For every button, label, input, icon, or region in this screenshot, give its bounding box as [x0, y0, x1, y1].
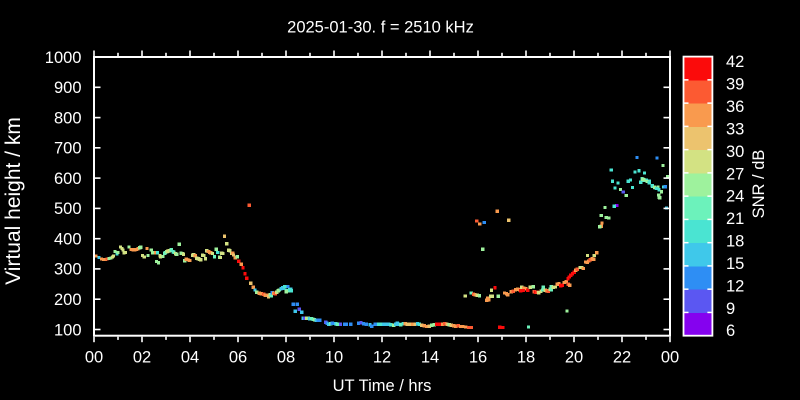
svg-text:800: 800 [54, 109, 82, 127]
svg-text:900: 900 [54, 79, 82, 97]
svg-text:12: 12 [726, 277, 744, 295]
svg-text:06: 06 [229, 349, 247, 367]
svg-text:27: 27 [726, 165, 744, 183]
svg-text:500: 500 [54, 200, 82, 218]
svg-text:24: 24 [726, 188, 744, 206]
svg-text:300: 300 [54, 261, 82, 279]
svg-text:08: 08 [277, 349, 295, 367]
svg-text:14: 14 [421, 349, 439, 367]
svg-text:18: 18 [726, 233, 744, 251]
svg-text:42: 42 [726, 53, 744, 71]
svg-text:04: 04 [181, 349, 199, 367]
svg-text:02: 02 [133, 349, 151, 367]
svg-text:400: 400 [54, 231, 82, 249]
svg-text:UT Time / hrs: UT Time / hrs [333, 377, 432, 395]
svg-text:600: 600 [54, 170, 82, 188]
svg-text:9: 9 [726, 300, 735, 318]
svg-text:100: 100 [54, 321, 82, 339]
svg-text:15: 15 [726, 255, 744, 273]
svg-text:Virtual height / km: Virtual height / km [2, 117, 25, 285]
svg-text:00: 00 [661, 349, 679, 367]
svg-text:20: 20 [565, 349, 583, 367]
svg-text:1000: 1000 [45, 49, 82, 67]
svg-text:10: 10 [325, 349, 343, 367]
svg-text:36: 36 [726, 98, 744, 116]
svg-text:18: 18 [517, 349, 535, 367]
svg-text:39: 39 [726, 76, 744, 94]
svg-text:700: 700 [54, 140, 82, 158]
svg-text:12: 12 [373, 349, 391, 367]
svg-text:30: 30 [726, 143, 744, 161]
svg-text:00: 00 [85, 349, 103, 367]
svg-text:21: 21 [726, 210, 744, 228]
svg-text:16: 16 [469, 349, 487, 367]
svg-text:6: 6 [726, 322, 735, 340]
svg-text:2025-01-30. f = 2510 kHz: 2025-01-30. f = 2510 kHz [287, 19, 474, 37]
svg-text:200: 200 [54, 291, 82, 309]
svg-text:33: 33 [726, 121, 744, 139]
svg-text:SNR / dB: SNR / dB [750, 150, 768, 219]
svg-text:22: 22 [613, 349, 631, 367]
